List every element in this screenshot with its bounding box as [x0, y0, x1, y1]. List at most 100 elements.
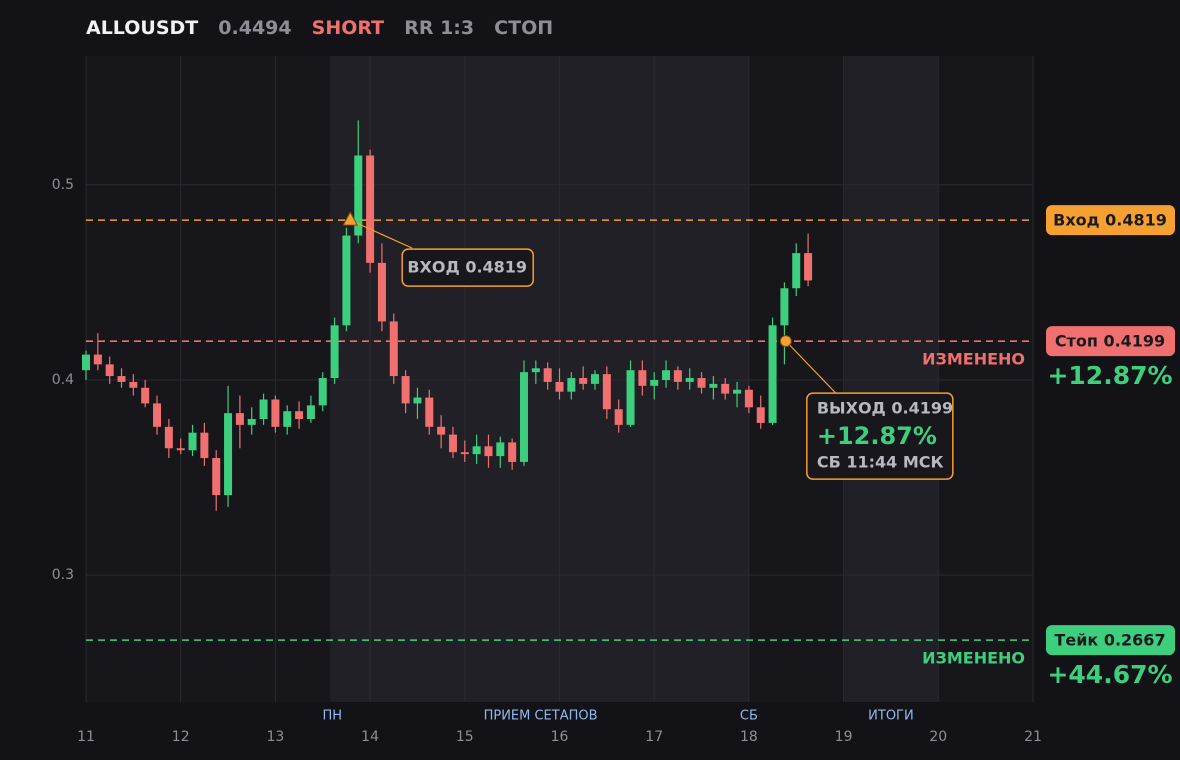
candle-body [188, 432, 197, 451]
candle-body [697, 378, 706, 388]
candle-body [200, 432, 209, 459]
candle-body [591, 374, 600, 384]
candle-body [555, 381, 564, 392]
risk-reward: RR 1:3 [404, 17, 474, 39]
level-badge [1046, 326, 1175, 357]
exit-callout-time: СБ 11:44 МСК [817, 453, 944, 472]
level-badge [1046, 205, 1175, 236]
candle-body [283, 411, 292, 427]
candle-body [271, 399, 280, 427]
candle-body [330, 325, 339, 379]
candle-body [295, 411, 304, 420]
candle-body [638, 370, 647, 386]
level-note: ИЗМЕНЕНО [922, 649, 1025, 668]
candle-body [401, 376, 410, 404]
session-shade [843, 56, 939, 702]
x-tick-label: 14 [361, 729, 379, 745]
candle-body [176, 448, 185, 451]
candle-body [437, 426, 446, 435]
candle-body [235, 413, 244, 425]
candle-body [259, 399, 268, 420]
exit-callout-pnl: +12.87% [817, 422, 937, 450]
candle-body [768, 325, 777, 423]
candle-body [626, 370, 635, 425]
x-tick-label: 21 [1024, 729, 1042, 745]
candle-body [804, 253, 813, 281]
candle-body [306, 405, 315, 420]
candle-body [413, 397, 422, 404]
candle-body [756, 407, 765, 423]
candle-body [105, 364, 114, 377]
symbol: ALLOUSDT [86, 17, 198, 39]
x-tick-label: 17 [645, 729, 663, 745]
candle-body [342, 235, 351, 326]
candle-body [721, 383, 730, 394]
y-tick-label: 0.5 [52, 177, 74, 193]
x-tick-label: 18 [740, 729, 758, 745]
candle-body [389, 321, 398, 377]
status: СТОП [494, 17, 553, 39]
candle-body [366, 155, 375, 263]
candle-body [508, 442, 517, 462]
x-tick-label: 16 [551, 729, 569, 745]
y-tick-label: 0.4 [52, 372, 74, 388]
candle-body [129, 381, 138, 388]
candle-body [614, 409, 623, 425]
price: 0.4494 [218, 17, 291, 39]
candle-body [448, 434, 457, 453]
candle-body [579, 378, 588, 384]
candle-body [425, 397, 434, 427]
candle-body [519, 372, 528, 462]
level-label: Стоп 0.4199 [1055, 332, 1165, 351]
candle-body [460, 452, 469, 455]
candle-body [164, 426, 173, 449]
level-pnl: +44.67% [1047, 660, 1172, 689]
side: SHORT [312, 17, 385, 39]
session-label: ИТОГИ [868, 709, 914, 724]
x-tick-label: 12 [172, 729, 190, 745]
candle-body [153, 403, 162, 427]
candle-body [543, 368, 552, 382]
level-label: Тейк 0.2667 [1054, 631, 1165, 650]
x-tick-label: 20 [929, 729, 947, 745]
level-label: Вход 0.4819 [1053, 211, 1167, 230]
level-note: ИЗМЕНЕНО [922, 350, 1025, 369]
candle-body [377, 262, 386, 322]
candle-body [685, 378, 694, 382]
level-pnl: +12.87% [1047, 361, 1172, 390]
candle-body [247, 419, 256, 425]
candle-body [780, 288, 789, 326]
candle-body [318, 378, 327, 406]
candle-body [662, 370, 671, 380]
x-tick-label: 15 [456, 729, 474, 745]
entry-callout [401, 248, 534, 287]
entry-marker [342, 211, 359, 226]
exit-marker [779, 335, 792, 348]
session-label: СБ [740, 709, 758, 724]
level-badge [1046, 625, 1175, 656]
candle-body [709, 383, 718, 388]
candle-body [117, 376, 126, 382]
x-tick-label: 11 [77, 729, 95, 745]
candle-body [650, 379, 659, 386]
session-label: ПН [322, 709, 342, 724]
candle-body [567, 378, 576, 392]
candle-body [212, 458, 221, 496]
entry-callout-label: ВХОД 0.4819 [407, 258, 527, 277]
candle-body [496, 442, 505, 457]
candle-body [792, 253, 801, 289]
candle-body [733, 389, 742, 394]
y-tick-label: 0.3 [52, 567, 74, 583]
exit-callout-label: ВЫХОД 0.4199 [817, 399, 953, 418]
entry-leader [349, 219, 413, 249]
candle-body [93, 354, 102, 365]
header: ALLOUSDT 0.4494 SHORT RR 1:3 СТОП [86, 17, 553, 39]
session-label: ПРИЕМ СЕТАПОВ [484, 709, 598, 724]
x-tick-label: 13 [266, 729, 284, 745]
candle-body [82, 354, 90, 371]
candle-body [354, 155, 363, 236]
candle-body [531, 368, 540, 373]
candle-body [141, 387, 150, 404]
